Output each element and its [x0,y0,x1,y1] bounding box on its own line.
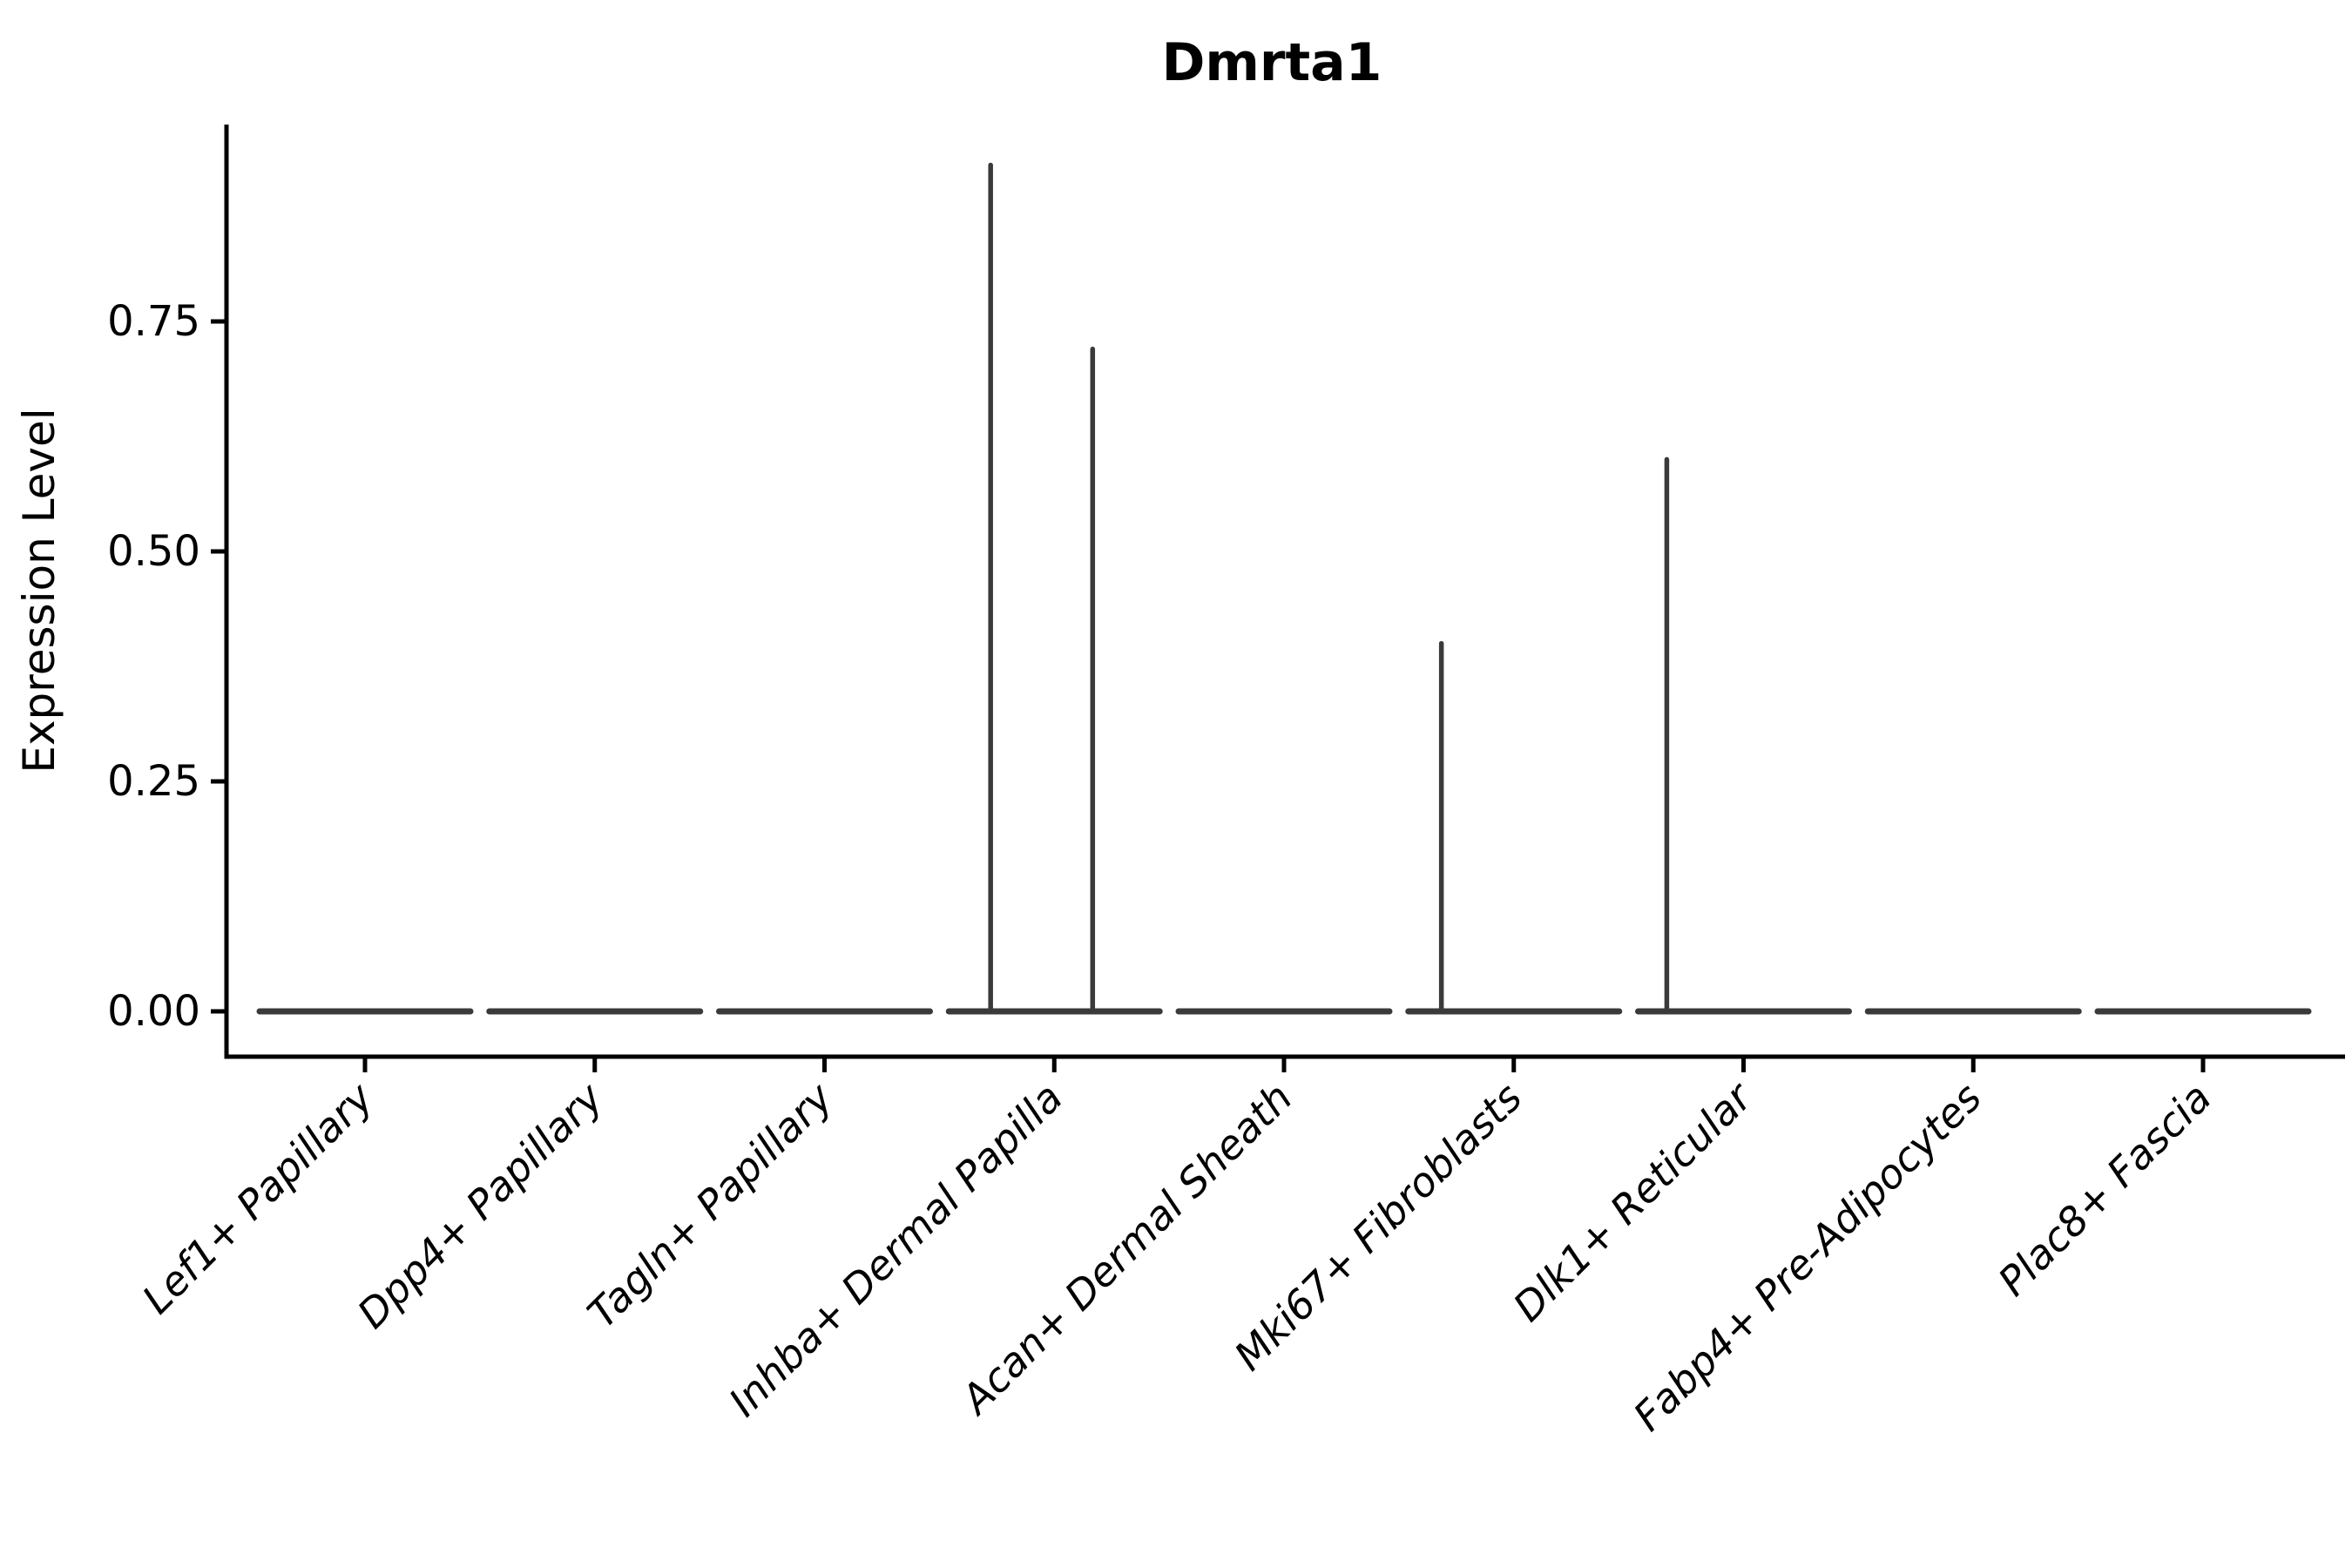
x-tick-label-8: Plac8+ Fascia [1989,1074,2220,1305]
y-axis-title: Expression Level [14,408,64,773]
y-tick-label-2: 0.50 [107,527,200,576]
chart-title: Dmrta1 [1162,32,1382,93]
x-tick-label-0: Lef1+ Papillary [133,1073,382,1322]
violins-layer [256,162,2312,1015]
violin-4 [945,162,1163,1015]
x-tick-label-2: Tagln+ Papillary [578,1073,842,1337]
y-tick-label-1: 0.25 [107,757,200,806]
y-tick-label-0: 0.00 [107,987,200,1036]
x-tick-label-1: Dpp4+ Papillary [348,1073,612,1337]
axes-layer [211,125,2345,1072]
y-tick-label-3: 0.75 [107,297,200,346]
violin-7 [1635,456,1852,1015]
violin-6 [1405,640,1623,1015]
x-tick-label-6: Dlk1+ Reticular [1504,1071,1763,1330]
